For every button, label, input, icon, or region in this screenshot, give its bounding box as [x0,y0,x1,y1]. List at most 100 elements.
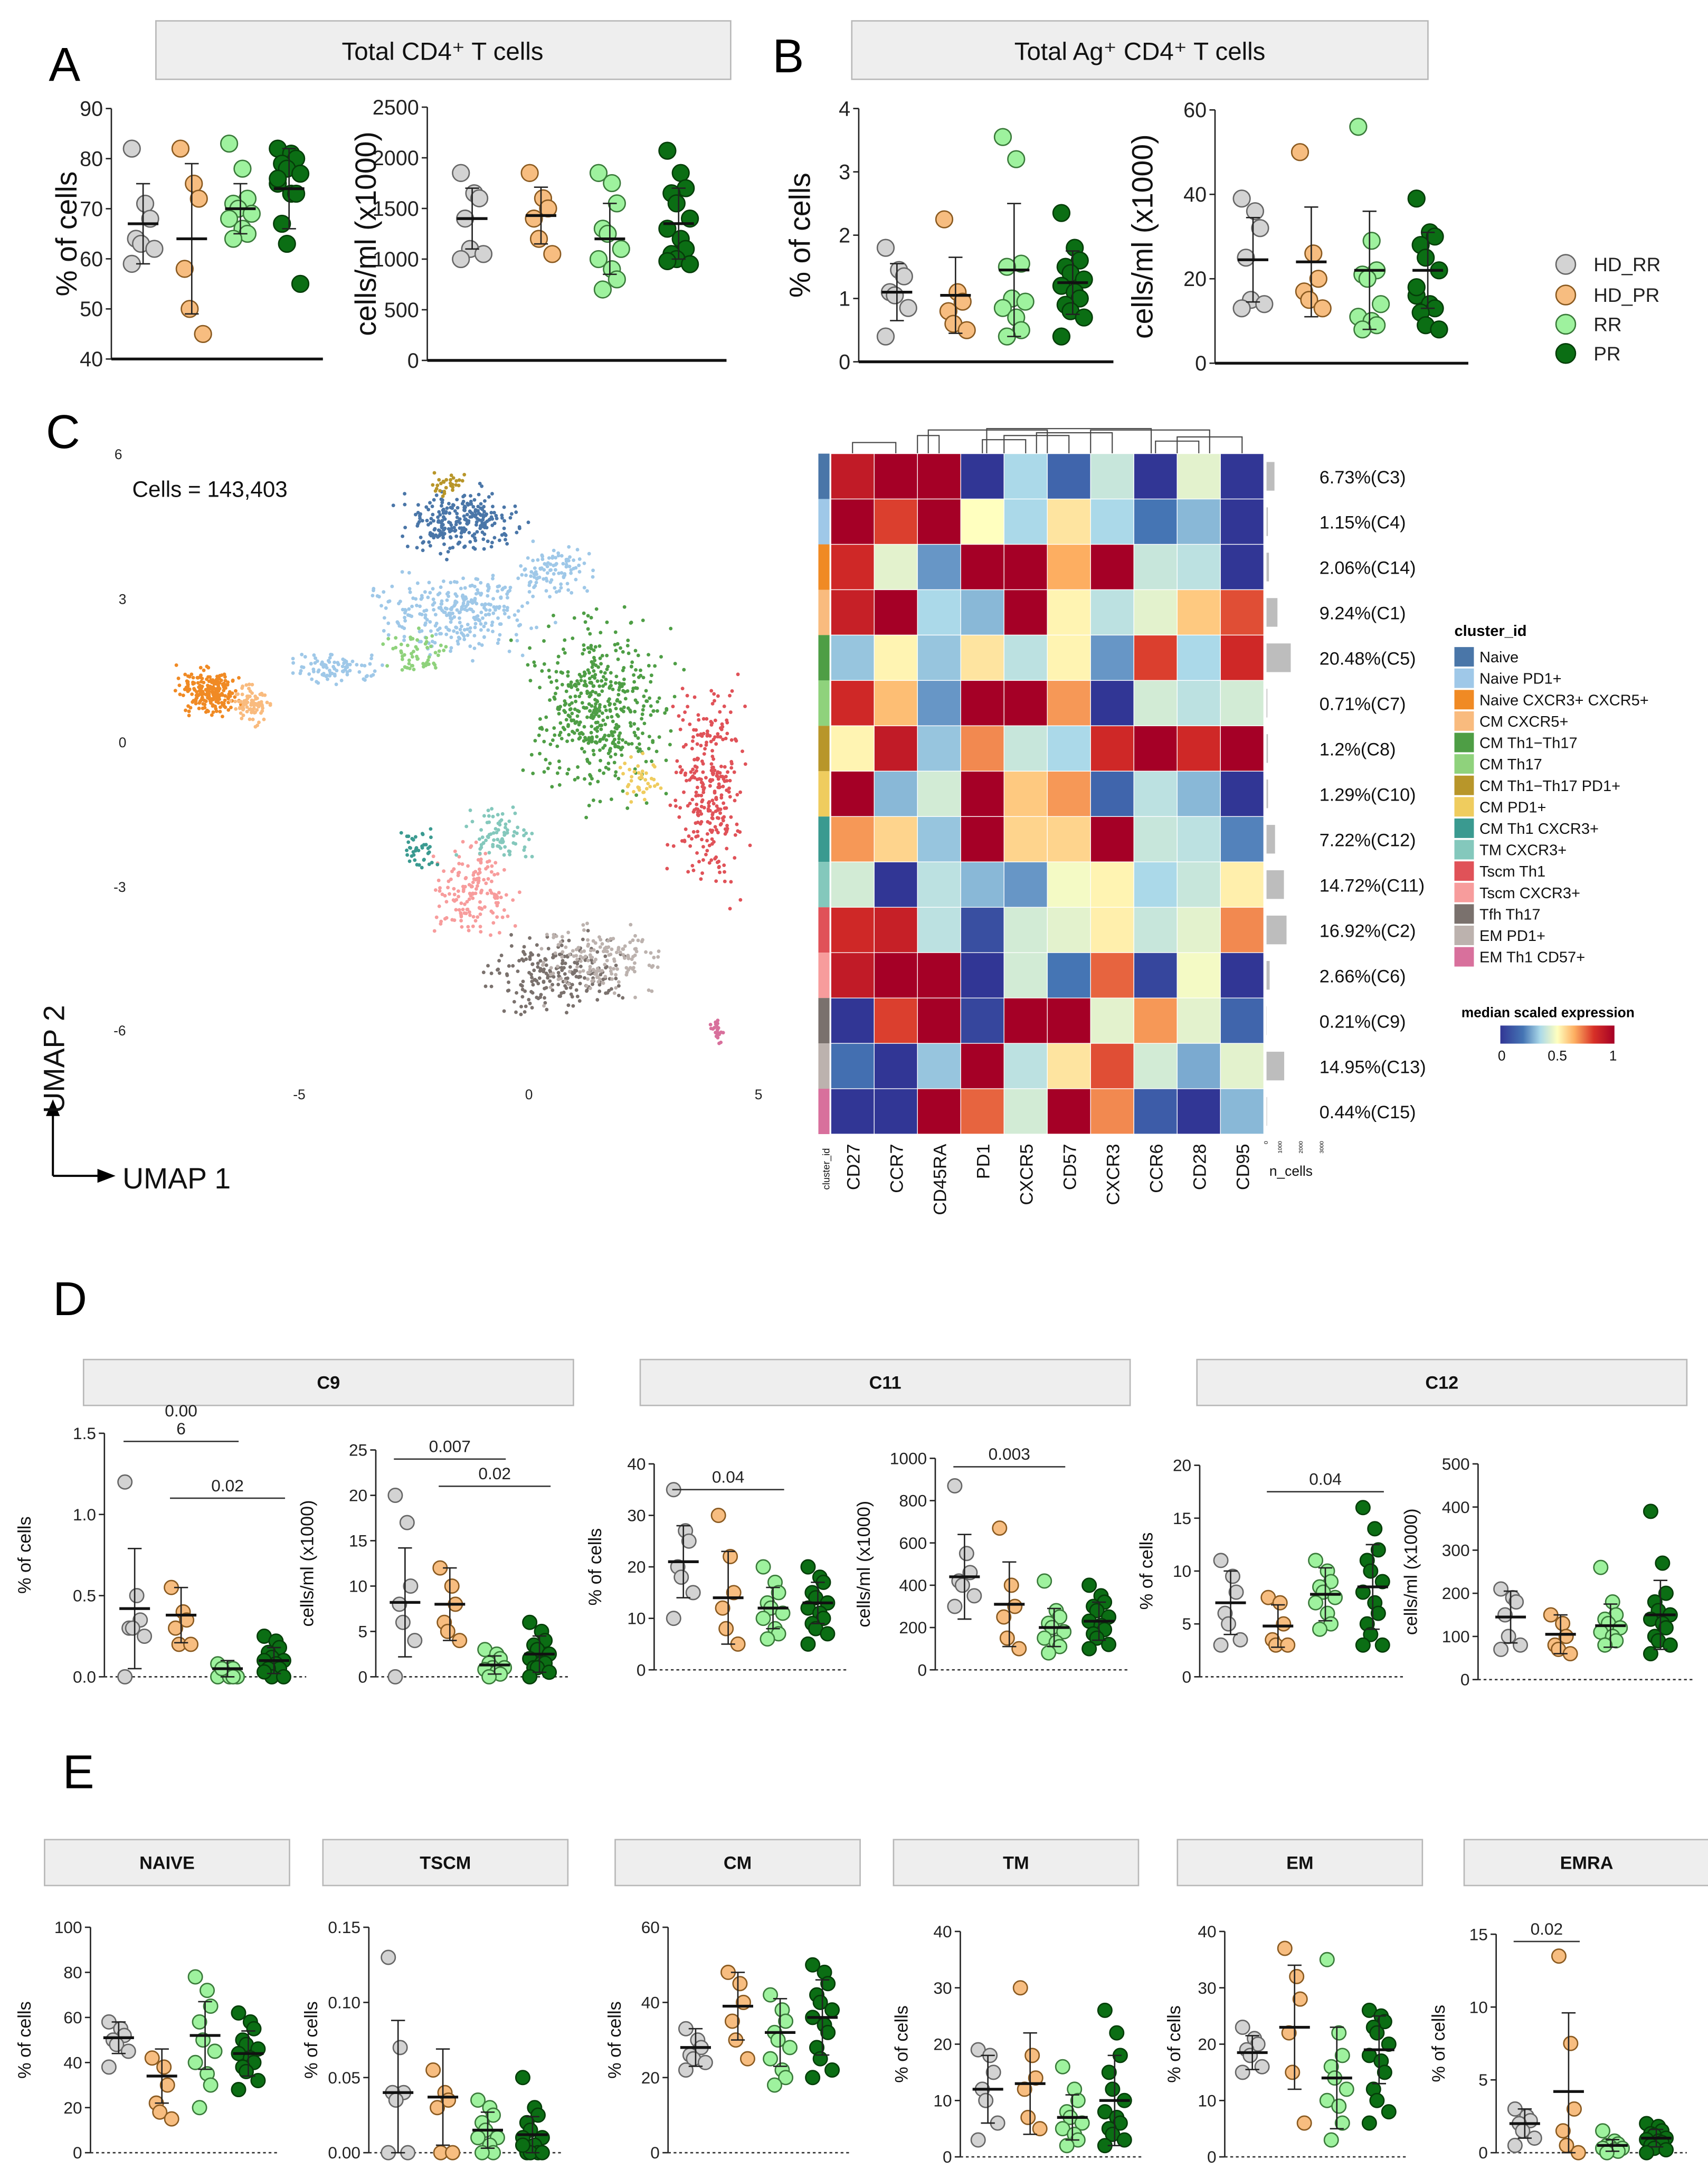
umap-point [565,739,569,744]
umap-point [478,900,482,904]
umap-point [520,604,524,608]
umap-point [432,528,437,532]
umap-point [474,887,478,891]
umap-point [546,976,550,980]
umap-point [463,586,467,590]
umap-point [664,758,668,763]
umap-point [229,699,233,703]
umap-point [606,939,610,943]
umap-point [435,862,440,867]
umap-point [464,604,468,608]
umap-xtick: 5 [755,1087,763,1102]
heatmap-cell [874,770,918,817]
umap-point [225,683,230,687]
umap-point [564,565,568,569]
umap-point [575,548,580,551]
umap-point [439,551,443,556]
umap-point [577,563,581,567]
umap-point [499,622,503,626]
y-axis-label: % of cells [1136,1533,1156,1610]
data-point-hd-rr [452,164,470,182]
umap-point [723,765,727,769]
umap-point [457,635,461,640]
umap-point [602,735,606,739]
heatmap-cell [830,498,875,545]
umap-point [570,591,574,595]
cluster-swatch [1454,926,1474,945]
data-point-pr [1367,1521,1383,1537]
umap-point [683,710,687,714]
umap-point [409,846,413,850]
umap-point [571,738,574,743]
y-tick-label: 5 [1478,2070,1488,2089]
umap-point [245,705,249,709]
umap-point [656,782,660,786]
umap-point [612,991,616,995]
umap-point [460,925,464,929]
umap-point [422,664,425,669]
umap-point [590,955,594,959]
umap-point [577,694,582,699]
umap-point [492,873,497,877]
data-point-rr [192,2100,207,2116]
umap-point [530,854,534,859]
umap-point [475,517,479,520]
umap-point [691,810,696,814]
umap-point [544,963,548,967]
data-point-rr [1595,2123,1611,2139]
umap-point [600,711,604,715]
umap-point [490,523,495,527]
umap-point [540,557,545,562]
umap-point [723,870,726,874]
heatmap-cell [1047,770,1091,817]
umap-point [583,958,587,962]
umap-point [403,611,407,615]
umap-point [691,735,695,739]
umap-point [488,608,492,612]
y-tick-label: 80 [63,1963,82,1982]
y-tick-label: 40 [1183,183,1207,206]
umap-point [632,680,637,684]
data-point-hd-rr [1228,1584,1244,1600]
umap-point [694,794,698,798]
umap-point [500,837,504,841]
umap-point [511,898,515,902]
umap-point [434,621,439,625]
umap-point [197,706,201,710]
y-tick-label: 1.0 [73,1505,96,1524]
y-tick-label: 0 [407,349,419,373]
umap-point [474,577,478,581]
umap-point [717,860,721,863]
umap-point [553,621,557,625]
umap-point [718,807,723,812]
data-point-pr [1655,1555,1671,1571]
umap-point [480,507,485,511]
umap-point [591,710,595,715]
y-axis-label: cells/ml (x1000) [1126,134,1159,339]
umap-point [597,684,602,688]
umap-point [633,995,637,1000]
umap-xtick: 0 [525,1087,533,1102]
data-point-hd-pr [156,2059,172,2075]
data-point-rr [782,2040,798,2056]
umap-point [479,502,483,506]
umap-point [476,884,479,888]
data-point-hd-rr [1232,189,1251,208]
umap-point [561,959,565,963]
y-tick-label: 500 [384,299,419,322]
umap-point [644,689,648,693]
umap-point [428,501,432,505]
data-point-rr [233,159,252,178]
umap-point [629,779,633,783]
umap-point [552,564,556,568]
heatmap-cell [1133,816,1178,862]
data-point-pr [1355,1500,1371,1516]
umap-point [562,709,566,713]
y-tick-label: 10 [1173,1562,1191,1581]
umap-point [245,710,249,713]
umap-point [490,620,495,624]
data-point-pr [658,252,677,270]
umap-point [533,566,537,570]
umap-point [471,880,475,884]
